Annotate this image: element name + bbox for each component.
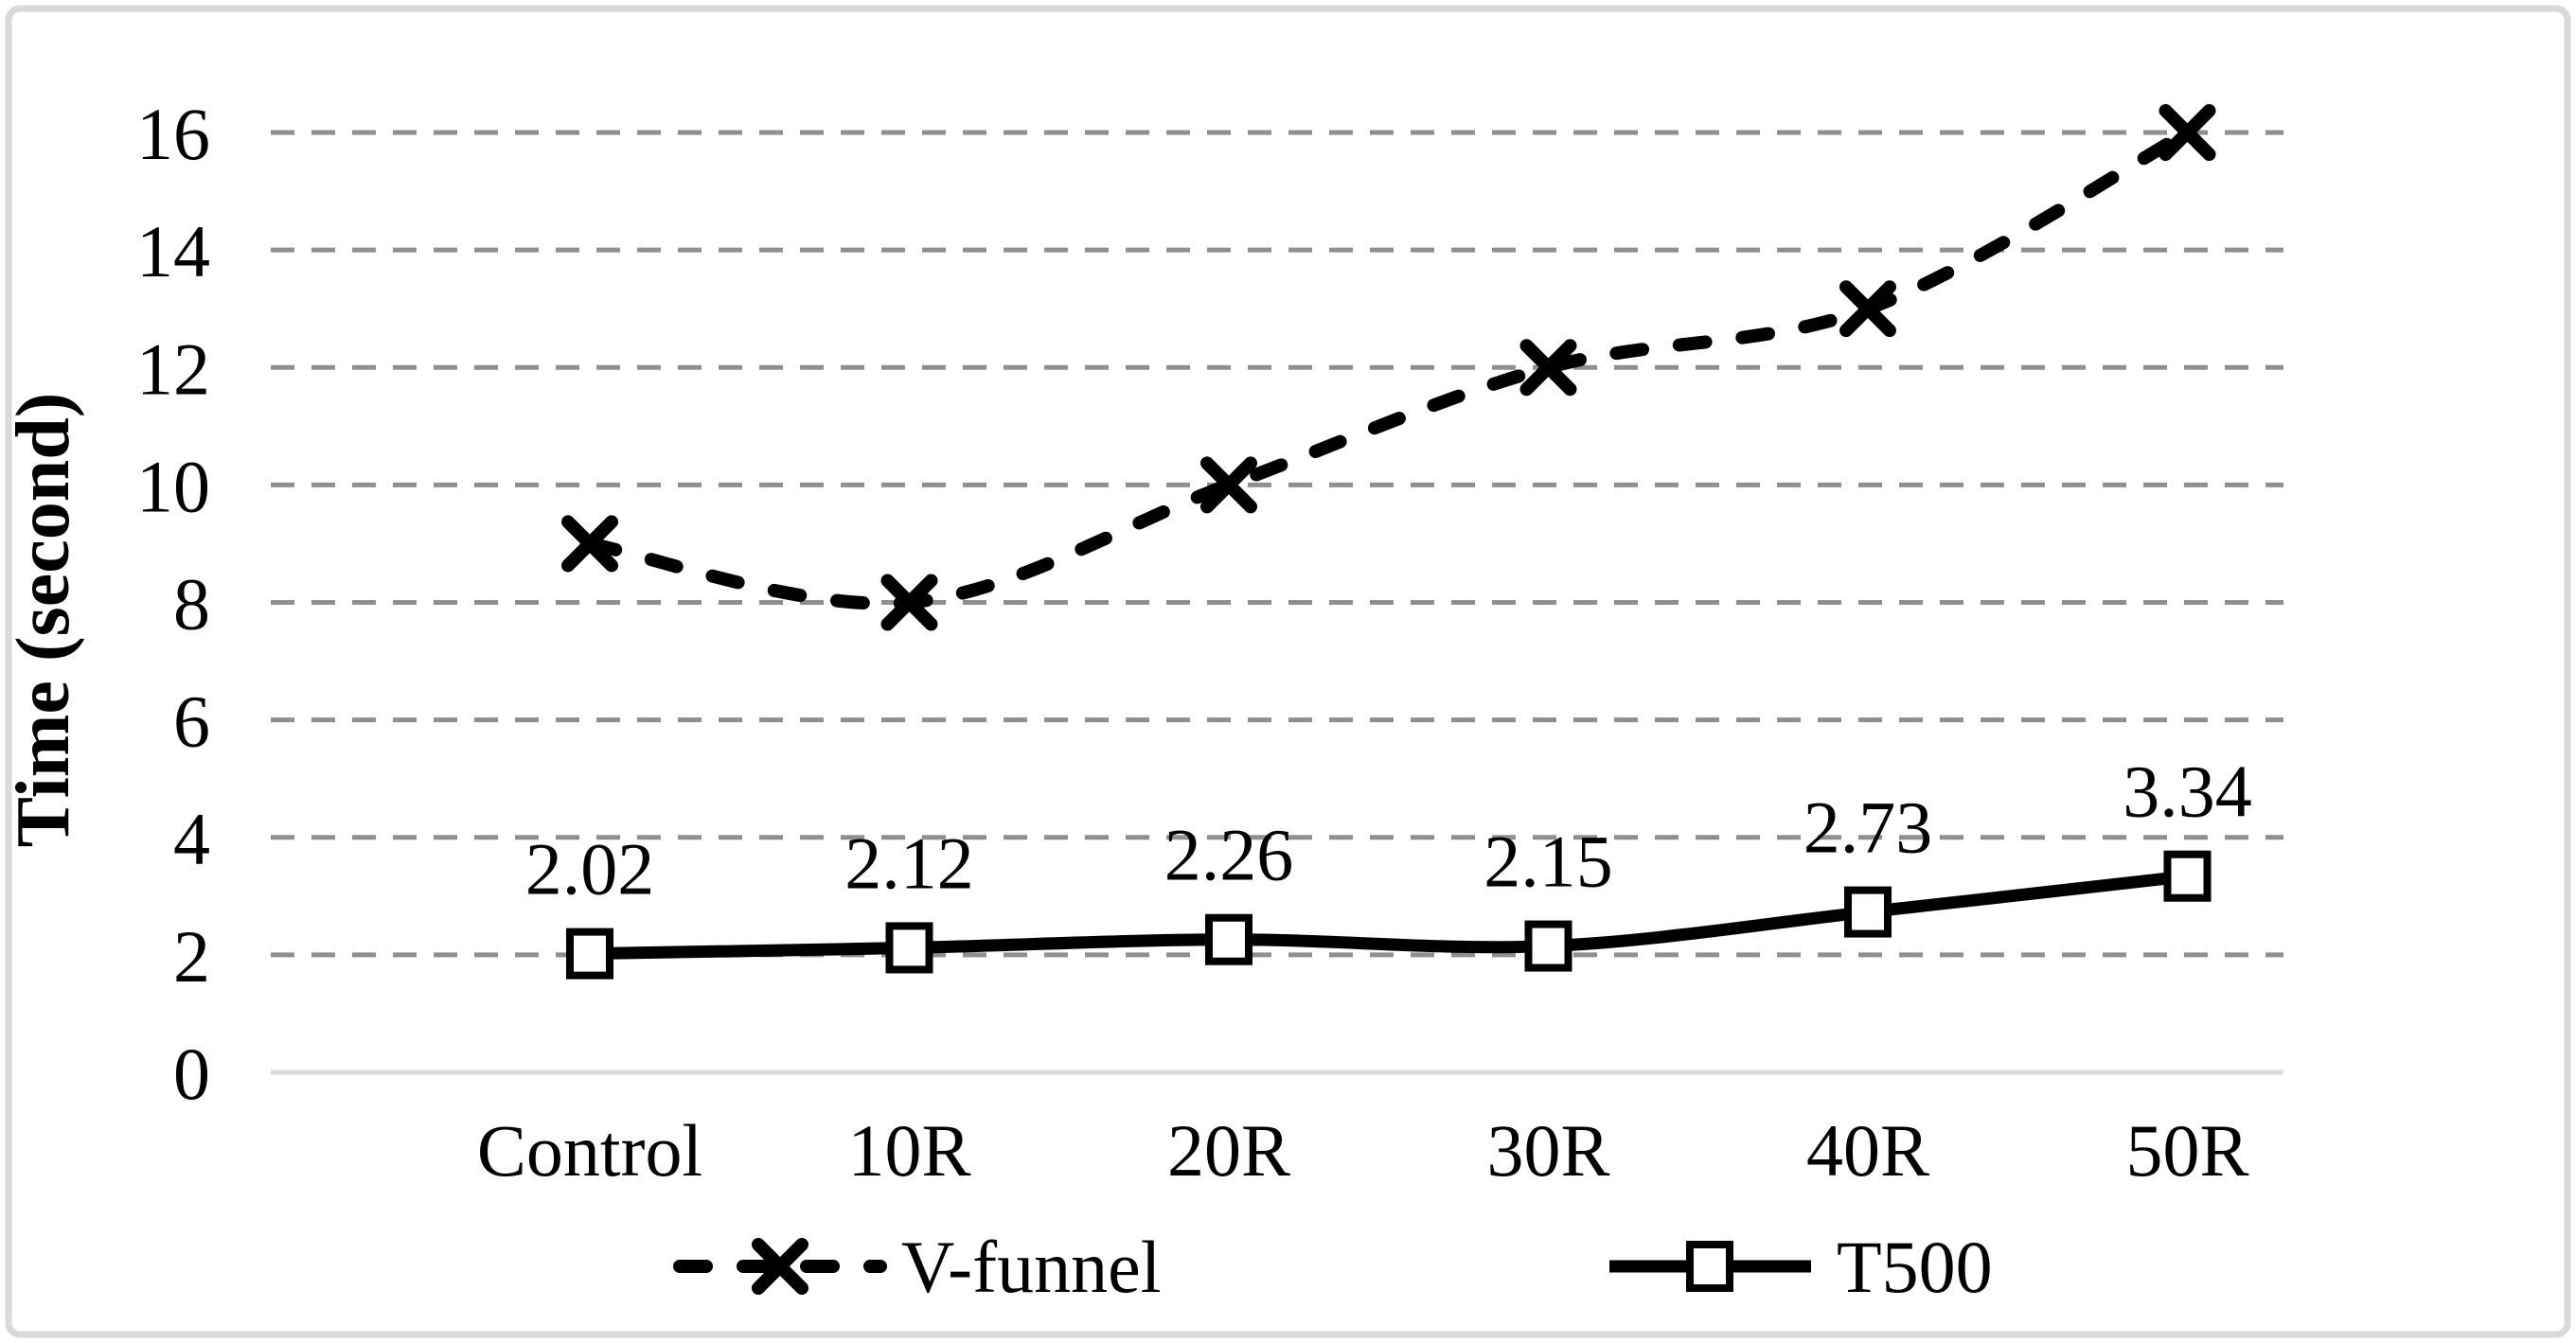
legend-label: T500 [1837, 1226, 1993, 1308]
square-marker-icon [1205, 913, 1252, 965]
y-tick-label: 16 [136, 93, 210, 175]
series-line [583, 126, 2194, 610]
square-marker-icon [1686, 1241, 1733, 1292]
data-labels: 2.02 2.12 2.26 2.15 2.73 3.34 [525, 751, 2252, 910]
data-label: 2.02 [525, 828, 655, 910]
series-t500 [566, 850, 2212, 980]
legend-item-v-funnel: V-funnel [673, 1226, 1161, 1308]
series-v-funnel [561, 104, 2216, 631]
y-tick-label: 14 [136, 210, 210, 292]
square-marker-icon [2163, 850, 2212, 902]
y-axis-tick-labels: 0 2 4 6 8 10 12 14 16 [136, 93, 210, 1115]
x-category-label: 50R [2125, 1109, 2248, 1192]
x-category-labels: Control 10R 20R 30R 40R 50R [477, 1109, 2249, 1192]
data-label: 2.73 [1803, 786, 1933, 869]
y-tick-label: 4 [173, 798, 210, 880]
y-tick-label: 8 [173, 563, 210, 645]
x-marker-icon [561, 515, 618, 573]
x-marker-icon [880, 574, 938, 631]
x-marker-icon [1839, 280, 1896, 338]
data-label: 3.34 [2123, 751, 2252, 833]
x-category-label: Control [477, 1109, 702, 1192]
square-marker-icon [566, 928, 613, 980]
x-category-label: 10R [847, 1109, 970, 1192]
series-line [589, 870, 2189, 961]
y-tick-label: 0 [173, 1033, 210, 1115]
legend-label: V-funnel [901, 1226, 1161, 1308]
data-label: 2.26 [1164, 814, 1294, 896]
y-tick-label: 2 [173, 915, 210, 998]
legend: V-funnel T500 [673, 1226, 1993, 1308]
y-axis-title: Time (second) [2, 393, 85, 848]
x-marker-icon [1200, 456, 1257, 514]
y-tick-label: 12 [136, 327, 210, 410]
y-tick-label: 10 [136, 445, 210, 527]
square-marker-icon [1844, 886, 1892, 938]
x-marker-icon [752, 1238, 808, 1295]
x-marker-icon [2159, 104, 2216, 161]
square-marker-icon [1524, 920, 1572, 972]
y-tick-label: 6 [173, 680, 210, 763]
x-category-label: 40R [1806, 1109, 1929, 1192]
data-label: 2.12 [844, 822, 974, 904]
square-marker-icon [885, 922, 933, 974]
legend-item-t500: T500 [1609, 1226, 1993, 1308]
x-category-label: 30R [1486, 1109, 1609, 1192]
x-category-label: 20R [1167, 1109, 1290, 1192]
data-label: 2.15 [1483, 821, 1613, 903]
x-marker-icon [1519, 339, 1577, 397]
figure-border [5, 5, 2571, 1338]
